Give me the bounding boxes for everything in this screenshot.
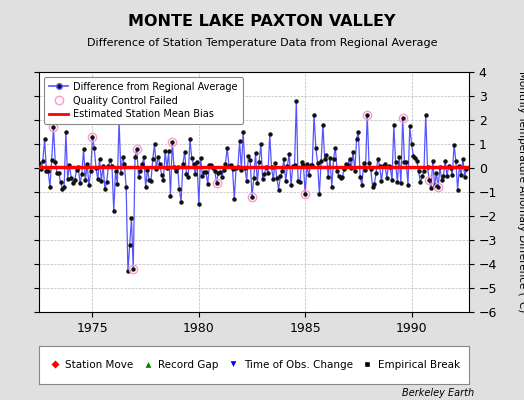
Text: Difference of Station Temperature Data from Regional Average: Difference of Station Temperature Data f…: [87, 38, 437, 48]
Text: Berkeley Earth: Berkeley Earth: [402, 388, 474, 398]
Y-axis label: Monthly Temperature Anomaly Difference (°C): Monthly Temperature Anomaly Difference (…: [517, 71, 524, 313]
Legend: Difference from Regional Average, Quality Control Failed, Estimated Station Mean: Difference from Regional Average, Qualit…: [44, 77, 243, 124]
Legend: Station Move, Record Gap, Time of Obs. Change, Empirical Break: Station Move, Record Gap, Time of Obs. C…: [46, 358, 462, 372]
Text: MONTE LAKE PAXTON VALLEY: MONTE LAKE PAXTON VALLEY: [128, 14, 396, 29]
